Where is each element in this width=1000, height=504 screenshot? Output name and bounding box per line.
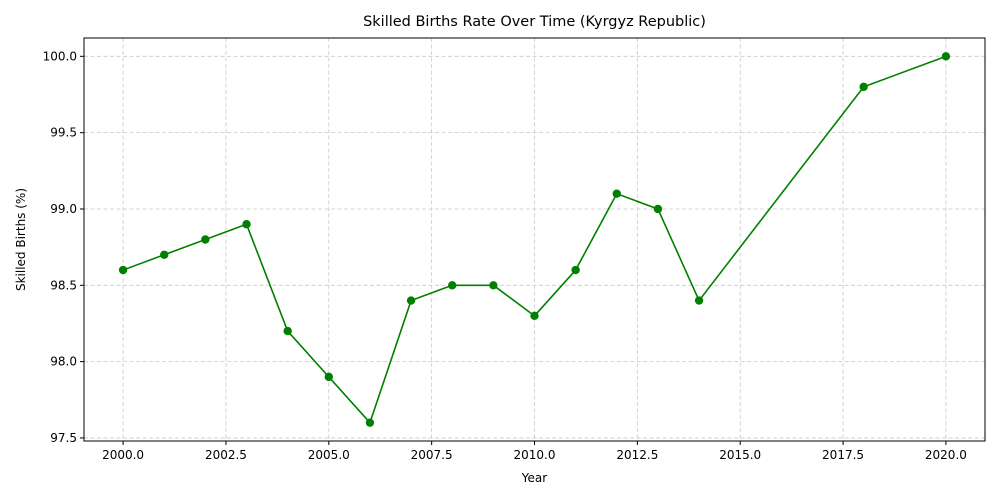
data-point [324, 372, 333, 382]
data-point [653, 204, 663, 214]
x-axis-label: Year [521, 471, 547, 485]
y-axis-ticks: 97.5 98.0 98.5 99.0 99.5 100.0 [43, 49, 84, 445]
data-point [571, 265, 580, 275]
y-tick-label: 97.5 [50, 431, 77, 445]
x-tick-label: 2000.0 [102, 448, 144, 462]
x-tick-label: 2020.0 [925, 448, 967, 462]
data-point [489, 281, 498, 290]
data-point [941, 52, 951, 61]
x-axis-ticks: 2000.0 2002.5 2005.0 2007.5 2010.0 2012.5 2015… [102, 441, 967, 462]
data-point [406, 296, 416, 305]
y-axis-label: Skilled Births (%) [14, 188, 28, 291]
data-point [242, 220, 251, 229]
data-point [201, 235, 210, 244]
x-tick-label: 2015.0 [719, 448, 761, 462]
y-tick-label: 100.0 [43, 49, 77, 63]
x-tick-label: 2002.5 [205, 448, 247, 462]
x-tick-label: 2017.5 [822, 448, 864, 462]
data-points [118, 52, 951, 427]
x-tick-label: 2007.5 [411, 448, 453, 462]
y-tick-label: 99.5 [50, 126, 77, 140]
data-point [859, 82, 868, 92]
data-point [283, 326, 292, 336]
y-tick-label: 99.0 [50, 202, 77, 216]
data-point [530, 311, 539, 321]
data-point [118, 265, 128, 275]
y-tick-label: 98.5 [50, 278, 77, 292]
y-tick-label: 98.0 [50, 355, 77, 369]
x-tick-label: 2005.0 [308, 448, 350, 462]
data-point [448, 281, 457, 290]
x-tick-label: 2012.5 [616, 448, 658, 462]
data-point [365, 418, 375, 427]
data-point [694, 296, 704, 305]
data-point [612, 189, 621, 198]
chart-title: Skilled Births Rate Over Time (Kyrgyz Re… [363, 14, 706, 30]
data-point [160, 250, 169, 259]
grid [84, 38, 985, 441]
x-tick-label: 2010.0 [514, 448, 556, 462]
